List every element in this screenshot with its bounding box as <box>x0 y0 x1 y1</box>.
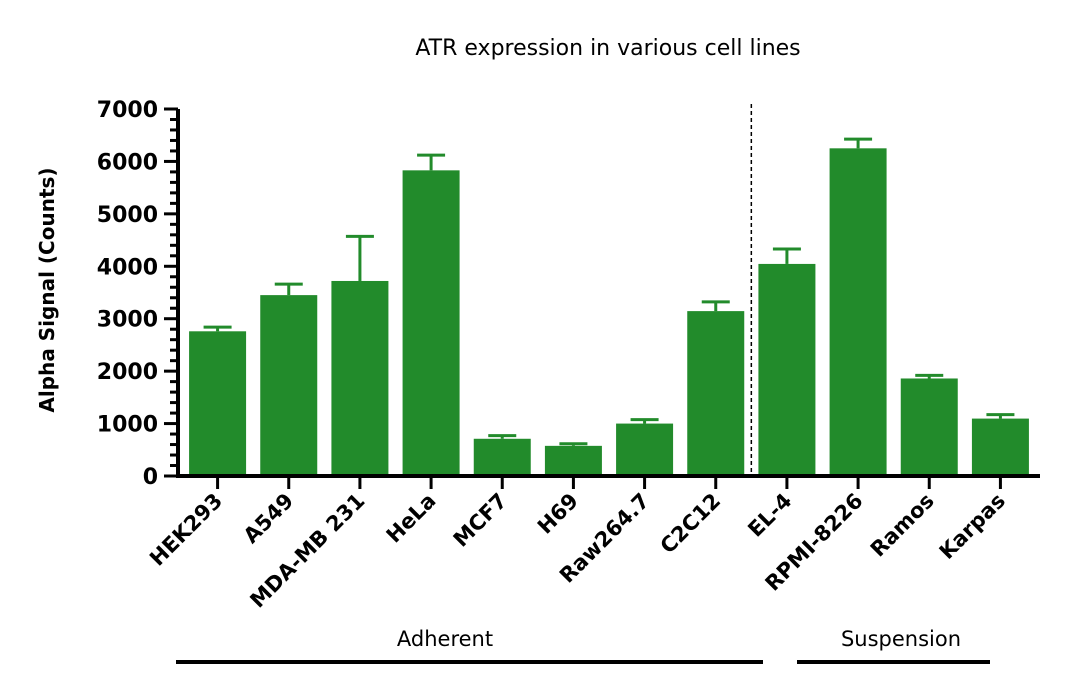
bar <box>829 148 887 475</box>
x-tick-label: HeLa <box>382 489 441 548</box>
y-tick-label: 6000 <box>97 150 158 175</box>
y-tick-label: 0 <box>143 465 158 490</box>
y-tick-label: 3000 <box>97 308 158 333</box>
bar <box>971 418 1029 474</box>
bar <box>544 445 602 474</box>
x-tick-label: H69 <box>533 489 583 539</box>
bar <box>758 263 816 474</box>
y-axis-label: Alpha Signal (Counts) <box>35 167 59 412</box>
y-tick-label: 7000 <box>97 98 158 123</box>
x-tick-label: EL-4 <box>743 489 796 542</box>
x-tick-label: A549 <box>239 489 298 548</box>
bar <box>473 438 531 474</box>
bar <box>900 378 958 474</box>
x-tick-label: HEK293 <box>145 489 227 571</box>
bar <box>616 423 674 474</box>
x-tick-label: MCF7 <box>449 489 512 552</box>
group-label-suspension: Suspension <box>841 627 961 651</box>
group-label-adherent: Adherent <box>397 627 493 651</box>
bar <box>687 311 745 474</box>
x-tick-label: C2C12 <box>656 489 726 559</box>
x-tick-label: Karpas <box>935 489 1010 564</box>
y-tick-label: 5000 <box>97 203 158 228</box>
y-tick-label: 1000 <box>97 413 158 438</box>
chart-title: ATR expression in various cell lines <box>415 36 800 61</box>
bar <box>402 170 460 474</box>
bar <box>331 280 389 474</box>
bar <box>260 295 318 474</box>
bar <box>189 331 247 474</box>
y-tick-label: 4000 <box>97 255 158 280</box>
y-tick-label: 2000 <box>97 360 158 385</box>
x-tick-label: Ramos <box>866 489 939 562</box>
